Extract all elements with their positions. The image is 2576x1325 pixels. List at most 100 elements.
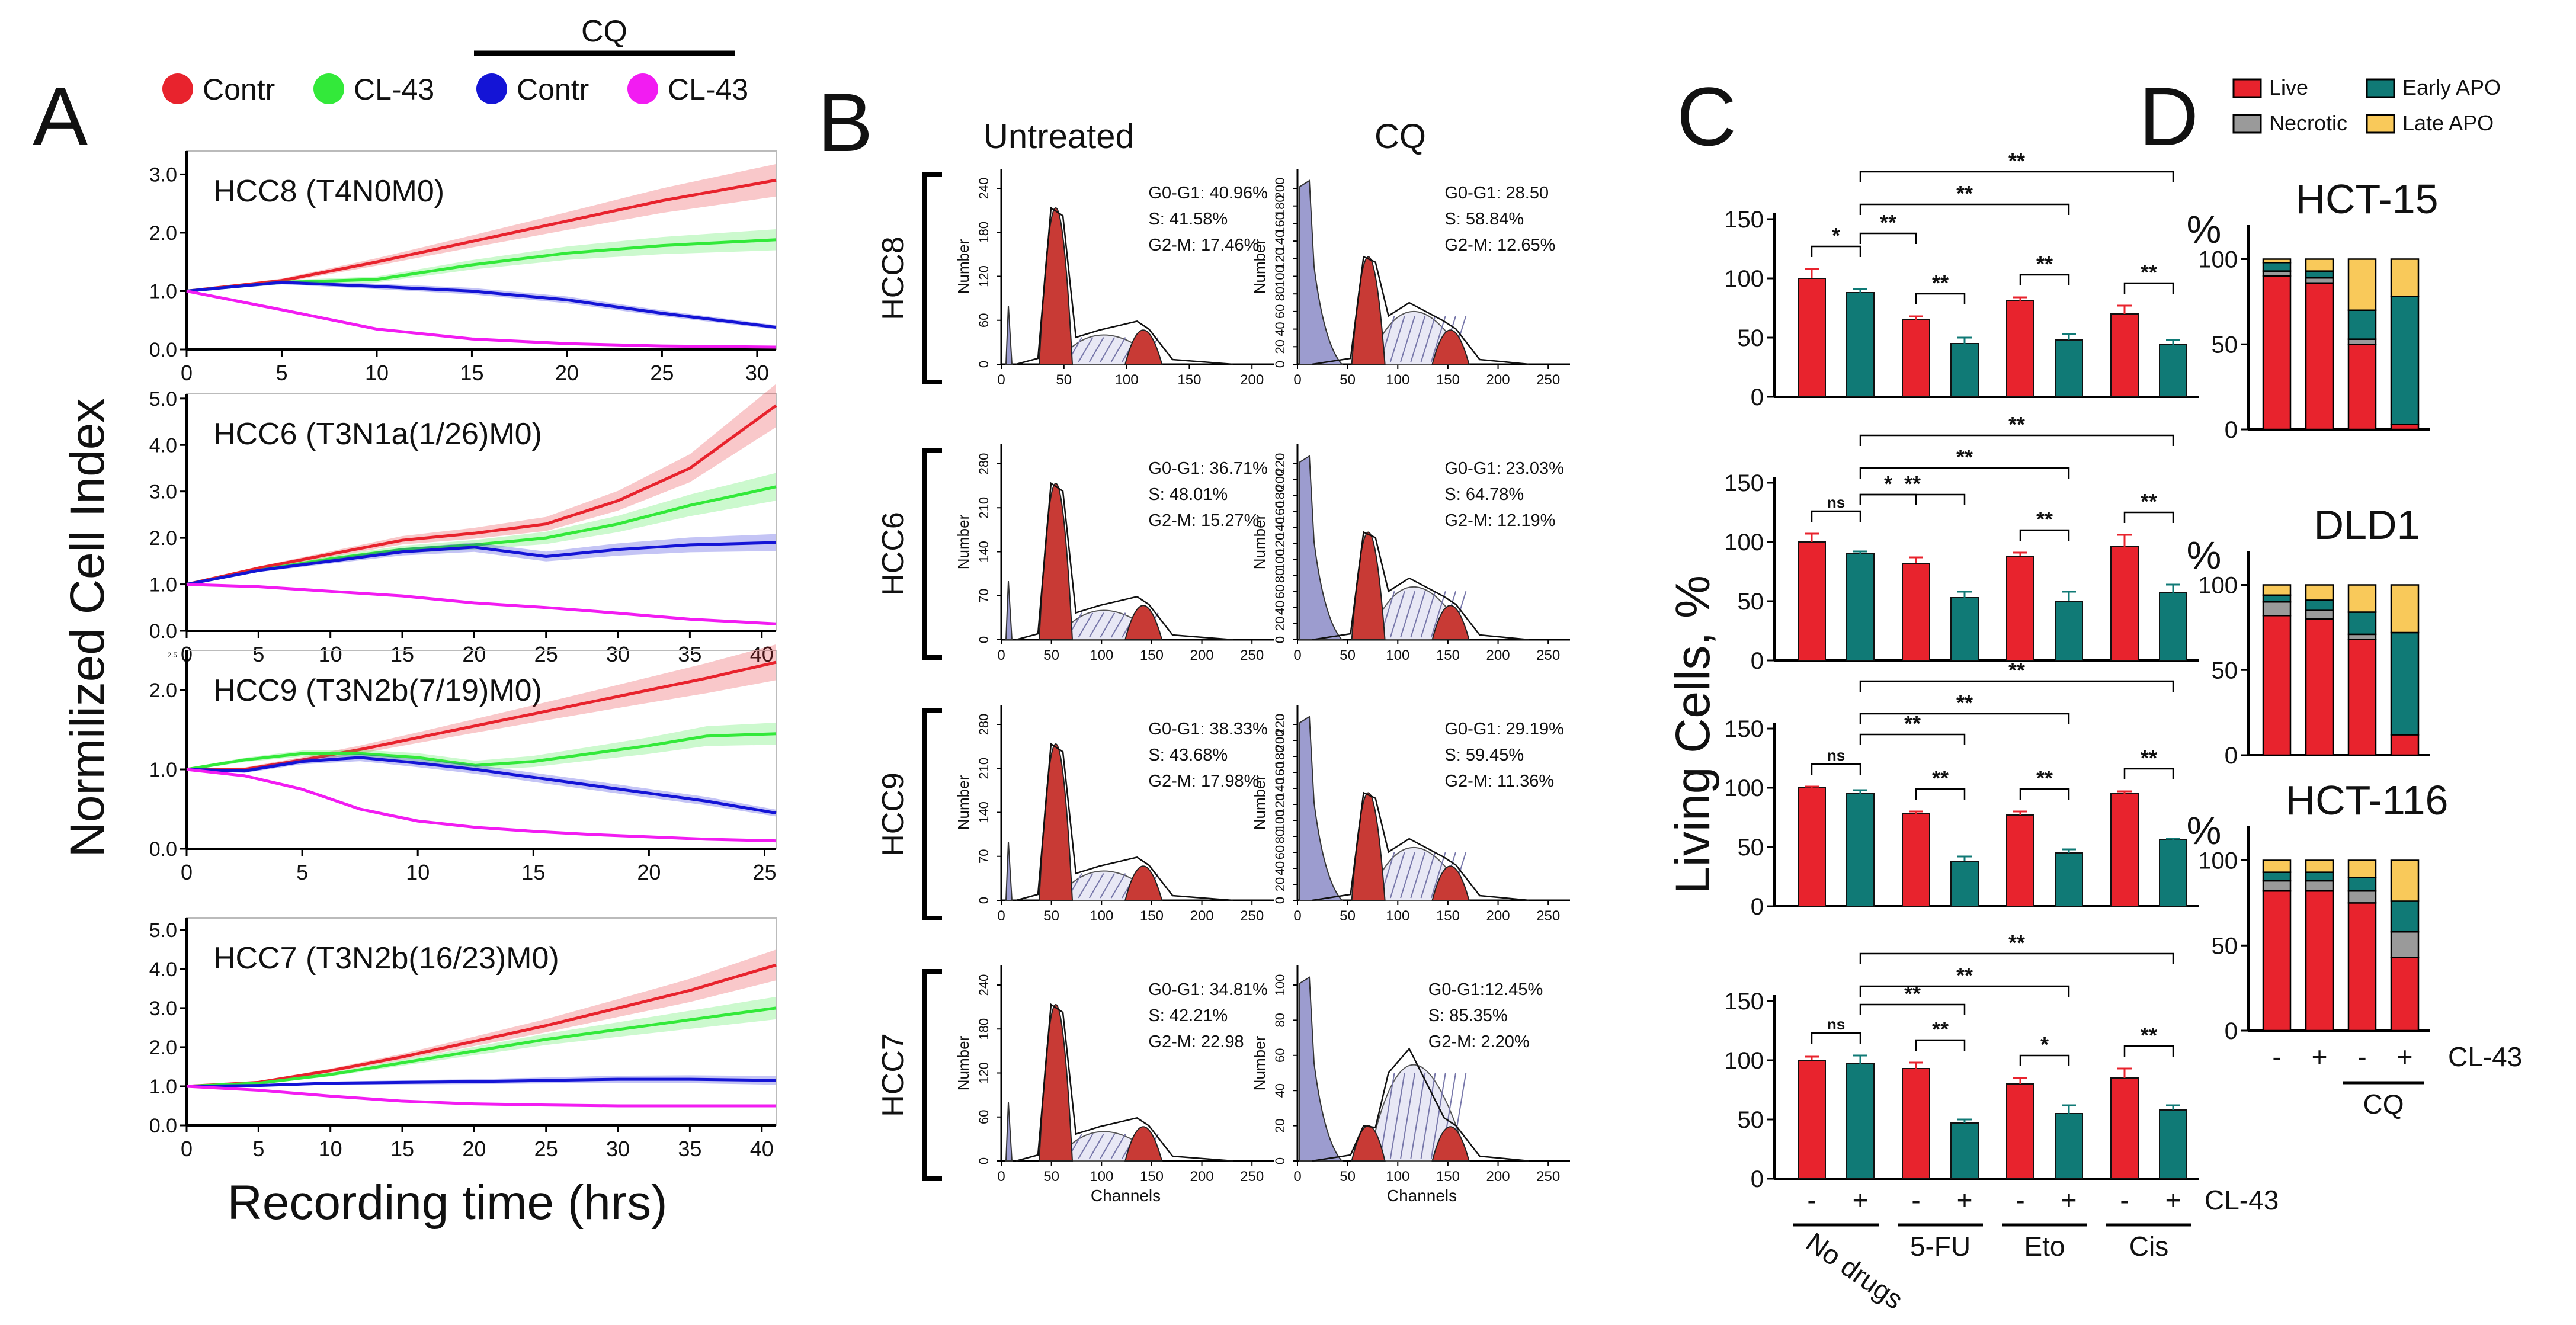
error-band-2-2 xyxy=(187,753,776,817)
flow-x-tick-label-5-1: 50 xyxy=(1340,908,1356,924)
flow-y-tick-label-3-6: 120 xyxy=(1273,533,1287,555)
y-tick-label-2-2: 2.0 xyxy=(149,679,177,702)
s-phase-hatch-4-1 xyxy=(1078,873,1094,899)
flow-x-tick-label-4-2: 100 xyxy=(1090,908,1113,924)
sig-bracket-2-5 xyxy=(1859,713,2070,724)
phase-stat-1-0: G0-G1: 28.50 xyxy=(1444,184,1549,203)
row-label-3: HCC7 xyxy=(876,1033,911,1117)
flow-y-tick-label-6-3: 180 xyxy=(976,1018,991,1040)
sig-bracket-2-0 xyxy=(1811,763,1861,775)
c-y-tick-label-0-0: 0 xyxy=(1751,384,1764,410)
sig-label-0-1: ** xyxy=(1880,210,1896,235)
flow-y-tick-label-1-7: 140 xyxy=(1273,230,1287,252)
legend-a-dot-0 xyxy=(162,73,193,104)
c-sign-1: + xyxy=(1853,1185,1869,1215)
phase-stat-0-0: G0-G1: 40.96% xyxy=(1148,184,1267,203)
flow-x-tick-label-1-1: 50 xyxy=(1340,372,1356,388)
series-line-2-3 xyxy=(186,768,777,843)
g2-peak-5 xyxy=(1431,865,1470,901)
sig-label-3-4: ** xyxy=(2141,1023,2157,1047)
flow-x-tick-label-3-3: 150 xyxy=(1436,647,1460,663)
stack-2-1-1 xyxy=(2305,880,2334,892)
y-tick-label-0-3: 3.0 xyxy=(149,163,177,186)
sig-bracket-3-0 xyxy=(1811,1032,1861,1044)
stack-0-1-1 xyxy=(2305,277,2334,284)
s-phase-hatch-7-4 xyxy=(1420,1073,1436,1159)
bar-1-1 xyxy=(1846,553,1875,661)
flow-x-tick-label-6-4: 200 xyxy=(1190,1169,1214,1185)
bar-2-1 xyxy=(1846,793,1875,907)
flow-y-tick-label-7-1: 20 xyxy=(1273,1118,1287,1132)
sig-bracket-2-3 xyxy=(2019,788,2070,800)
s-phase-hatch-6-3 xyxy=(1100,1134,1116,1159)
flow-y-tick-label-5-6: 120 xyxy=(1273,794,1287,816)
stack-2-0-3 xyxy=(2262,859,2292,873)
legend-a-label-0: Contr xyxy=(203,73,275,106)
d-pct-0: % xyxy=(2187,207,2222,251)
x-tick-label-1-5: 25 xyxy=(534,642,558,666)
histogram-trace-4 xyxy=(1015,742,1233,901)
legend-a-label-2: Contr xyxy=(517,73,589,106)
flow-y-tick-label-1-4: 80 xyxy=(1273,287,1287,301)
flow-y-tick-label-4-0: 0 xyxy=(976,897,991,904)
c-y-tick-label-1-3: 150 xyxy=(1724,470,1764,496)
stack-0-0-3 xyxy=(2262,258,2292,264)
flow-y-tick-label-1-9: 180 xyxy=(1273,195,1287,217)
phase-stat-4-1: S: 43.68% xyxy=(1148,746,1228,765)
sig-label-0-6: ** xyxy=(2008,149,2025,173)
sig-bracket-3-1 xyxy=(1915,1039,1966,1051)
d-title-0: HCT-15 xyxy=(2295,176,2438,222)
flow-y-tick-label-4-2: 140 xyxy=(976,801,991,823)
series-line-3-1 xyxy=(186,1006,777,1088)
row-bracket-0 xyxy=(922,172,942,384)
stack-2-0-2 xyxy=(2262,871,2292,882)
g2-peak-0 xyxy=(1124,329,1163,365)
c-group-label-1: 5-FU xyxy=(1910,1231,1971,1262)
legend-d-swatch-1 xyxy=(2232,114,2262,134)
flow-x-tick-label-0-4: 200 xyxy=(1240,372,1264,388)
debris-peak-6 xyxy=(1005,1102,1013,1162)
debris-peak-5 xyxy=(1299,716,1344,901)
bar-0-3 xyxy=(1950,343,1979,397)
s-phase-hatch-5-1 xyxy=(1389,852,1405,899)
sig-label-2-5: ** xyxy=(1956,691,1973,715)
stack-2-2-3 xyxy=(2347,859,2377,878)
s-phase-hatch-6-1 xyxy=(1078,1134,1094,1159)
y-tick-label-0-1: 1.0 xyxy=(149,280,177,303)
apoptosis-plot-0: HCT-15% 0 50 100 xyxy=(2187,176,2439,443)
flow-ylabel-0: Number xyxy=(954,239,972,294)
flow-x-tick-label-3-2: 100 xyxy=(1386,647,1409,663)
phase-stat-6-0: G0-G1: 34.81% xyxy=(1148,980,1267,999)
phase-stat-0-1: S: 41.58% xyxy=(1148,210,1228,229)
cell-index-plot-0: 0 5 10 15 20 25 30 0.0 1.0 2.0 3.0 HCC8 (T4N0M0) xyxy=(149,150,777,385)
flow-y-tick-label-0-1: 60 xyxy=(976,313,991,328)
flow-y-tick-label-4-1: 70 xyxy=(976,849,991,864)
phase-stat-1-1: S: 58.84% xyxy=(1444,210,1524,229)
stack-1-3-3 xyxy=(2390,584,2420,634)
flow-x-tick-label-5-5: 250 xyxy=(1536,908,1560,924)
stack-1-1-0 xyxy=(2305,618,2334,756)
y-tick-label-3-1: 1.0 xyxy=(149,1076,177,1098)
phase-stat-5-2: G2-M: 11.36% xyxy=(1444,772,1554,791)
stack-2-3-1 xyxy=(2390,931,2420,958)
flow-ylabel-3: Number xyxy=(1251,514,1268,569)
flow-y-tick-label-4-3: 210 xyxy=(976,758,991,779)
flow-histogram-6: HCC7 0 60 120 180 240 0 50 100 150 200 250 Number Cha… xyxy=(876,965,1274,1205)
x-tick-label-1-3: 15 xyxy=(390,642,414,666)
sig-label-1-2: ** xyxy=(1904,471,1921,496)
x-tick-label-0-2: 10 xyxy=(365,361,389,385)
sig-label-3-5: ** xyxy=(1956,963,1973,987)
stack-0-2-1 xyxy=(2347,338,2377,345)
s-phase-hatch-5-2 xyxy=(1400,852,1416,899)
phase-stat-0-2: G2-M: 17.46% xyxy=(1148,236,1259,255)
flow-x-tick-label-1-4: 200 xyxy=(1486,372,1510,388)
flow-ylabel-4: Number xyxy=(954,775,972,830)
flow-y-tick-label-3-11: 220 xyxy=(1273,453,1287,475)
bar-3-6 xyxy=(2110,1077,2139,1179)
row-label-0: HCC8 xyxy=(876,236,911,320)
c-sign-5: + xyxy=(2061,1185,2077,1215)
c-sign-0: - xyxy=(1807,1185,1816,1215)
stack-2-3-0 xyxy=(2390,957,2420,1032)
